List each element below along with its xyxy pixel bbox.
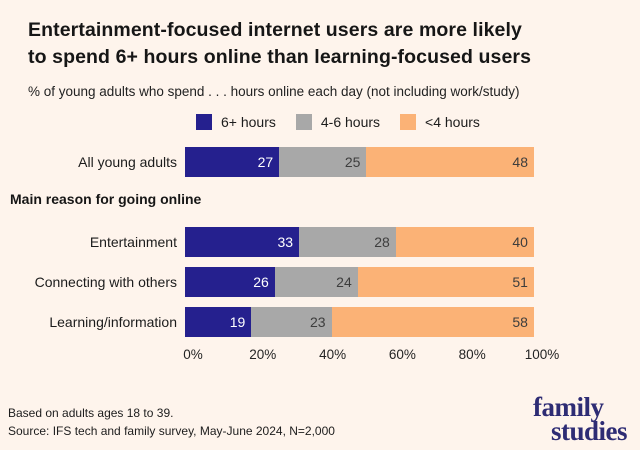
legend-item: 6+ hours <box>196 113 276 130</box>
bar-row: Connecting with others 26 24 51 <box>0 266 640 297</box>
title-line-2: to spend 6+ hours online than learning-f… <box>28 45 532 68</box>
legend-swatch <box>400 113 417 130</box>
row-label: Learning/information <box>49 313 177 330</box>
row-label: Connecting with others <box>34 273 177 290</box>
bar-rows-overall: All young adults 27 25 48 <box>0 146 640 177</box>
chart-legend: 6+ hours 4-6 hours <4 hours <box>196 113 640 130</box>
segment-value: 23 <box>309 313 326 330</box>
bar-track: 19 23 58 <box>185 306 534 337</box>
section-label: Main reason for going online <box>10 190 202 207</box>
bar-segment: 24 <box>274 266 358 297</box>
axis-tick: 20% <box>249 346 277 362</box>
x-axis: 0% 20% 40% 60% 80% 100% <box>183 346 559 365</box>
bar-row: Entertainment 33 28 40 <box>0 226 640 257</box>
footnote: Based on adults ages 18 to 39. Source: I… <box>8 404 335 440</box>
bar-track: 33 28 40 <box>185 226 534 257</box>
bar-segment: 48 <box>366 146 534 177</box>
legend-label: <4 hours <box>425 113 480 130</box>
segment-value: 19 <box>229 313 246 330</box>
bar-row: Learning/information 19 23 58 <box>0 306 640 337</box>
bar-segment: 40 <box>395 226 534 257</box>
family-studies-logo: family studies <box>532 392 628 446</box>
bar-segment: 25 <box>279 146 367 177</box>
bar-segment: 27 <box>185 146 280 177</box>
axis-tick: 100% <box>524 346 560 362</box>
legend-item: 4-6 hours <box>295 113 381 130</box>
segment-value: 58 <box>512 313 528 330</box>
axis-tick: 0% <box>183 346 203 362</box>
legend-label: 6+ hours <box>221 113 276 130</box>
legend-swatch <box>196 113 212 130</box>
bar-track: 27 25 48 <box>185 146 534 177</box>
segment-value: 24 <box>336 273 352 290</box>
axis-tick: 80% <box>458 346 486 362</box>
segment-value: 48 <box>512 153 528 170</box>
bar-segment: 23 <box>251 306 332 337</box>
bar-segment: 51 <box>357 266 534 297</box>
logo-line-2: studies <box>550 415 628 446</box>
segment-value: 51 <box>512 273 528 290</box>
page-title: Entertainment-focused internet users are… <box>28 17 610 71</box>
segment-value: 27 <box>257 153 274 170</box>
segment-value: 25 <box>344 153 361 170</box>
row-label: All young adults <box>78 153 177 170</box>
bar-segment: 19 <box>185 306 252 337</box>
logo-line-1: family <box>532 392 604 423</box>
bar-segment: 26 <box>185 266 275 297</box>
bar-track: 26 24 51 <box>185 266 534 297</box>
footnote-line-2: Source: IFS tech and family survey, May-… <box>8 424 335 438</box>
axis-tick: 60% <box>388 346 416 362</box>
legend-label: 4-6 hours <box>320 113 381 130</box>
row-label: Entertainment <box>89 233 177 250</box>
bar-row: All young adults 27 25 48 <box>0 146 640 177</box>
bar-segment: 33 <box>185 226 300 257</box>
axis-tick: 40% <box>319 346 347 362</box>
bar-rows-reasons: Entertainment 33 28 40 Connecting with other… <box>0 226 640 337</box>
bar-segment: 28 <box>299 226 396 257</box>
footnote-line-1: Based on adults ages 18 to 39. <box>8 406 174 420</box>
legend-item: <4 hours <box>400 113 480 130</box>
legend-swatch <box>295 113 312 130</box>
bar-segment: 58 <box>331 306 534 337</box>
chart-subtitle: % of young adults who spend . . . hours … <box>28 83 520 99</box>
stacked-bar-chart: All young adults 27 25 48 Main reason for g… <box>0 146 640 365</box>
segment-value: 33 <box>277 233 294 250</box>
segment-value: 26 <box>253 273 269 290</box>
segment-value: 28 <box>374 233 390 250</box>
segment-value: 40 <box>512 233 528 250</box>
title-line-1: Entertainment-focused internet users are… <box>28 19 522 41</box>
